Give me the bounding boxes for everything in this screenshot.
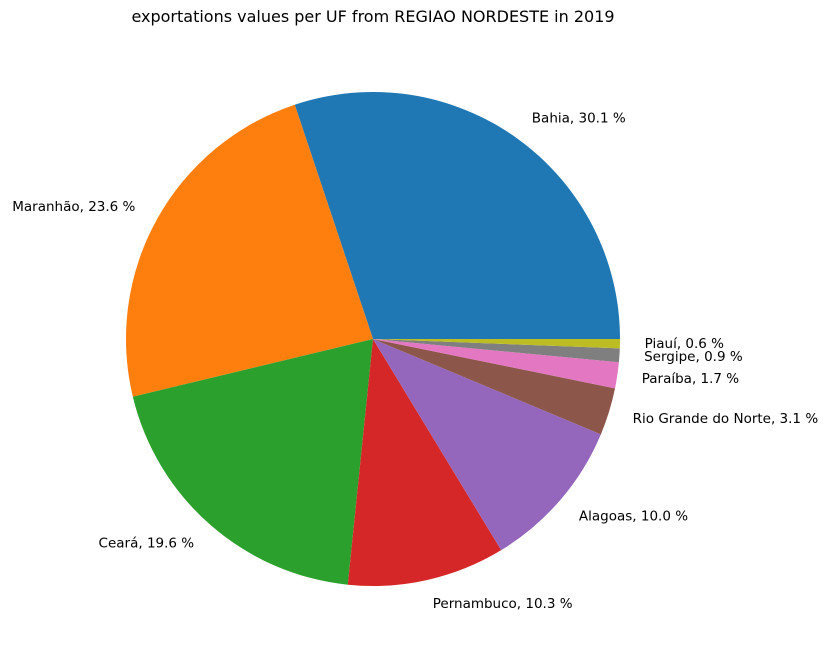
pie-label-alagoas: Alagoas, 10.0 % (579, 508, 688, 524)
pie-label-rio-grande-do-norte: Rio Grande do Norte, 3.1 % (633, 411, 819, 427)
pie-label-piaui: Piauí, 0.6 % (645, 336, 725, 352)
pie-label-ceara: Ceará, 19.6 % (99, 536, 195, 552)
pie-label-sergipe: Sergipe, 0.9 % (644, 349, 743, 365)
pie-label-maranhao: Maranhão, 23.6 % (12, 199, 135, 215)
pie-slice-paraiba (373, 339, 619, 389)
pie-label-pernambuco: Pernambuco, 10.3 % (433, 596, 573, 612)
pie-slice-piaui (373, 339, 620, 349)
pie-slice-rio-grande-do-norte (373, 339, 616, 435)
chart-title: exportations values per UF from REGIAO N… (131, 7, 615, 26)
pie-slice-pernambuco (347, 339, 502, 586)
pie-label-bahia: Bahia, 30.1 % (532, 111, 626, 127)
pie-slice-sergipe (373, 339, 620, 363)
pie-labels: Bahia, 30.1 % Maranhão, 23.6 % Ceará, 19.6… (12, 111, 818, 613)
pie-slice-bahia (294, 91, 620, 339)
pie-slice-alagoas (373, 339, 601, 551)
pie-slices (126, 91, 620, 586)
pie-slice-maranhao (126, 104, 374, 397)
pie-slice-ceara (132, 339, 373, 585)
pie-label-paraiba: Paraíba, 1.7 % (642, 371, 740, 387)
